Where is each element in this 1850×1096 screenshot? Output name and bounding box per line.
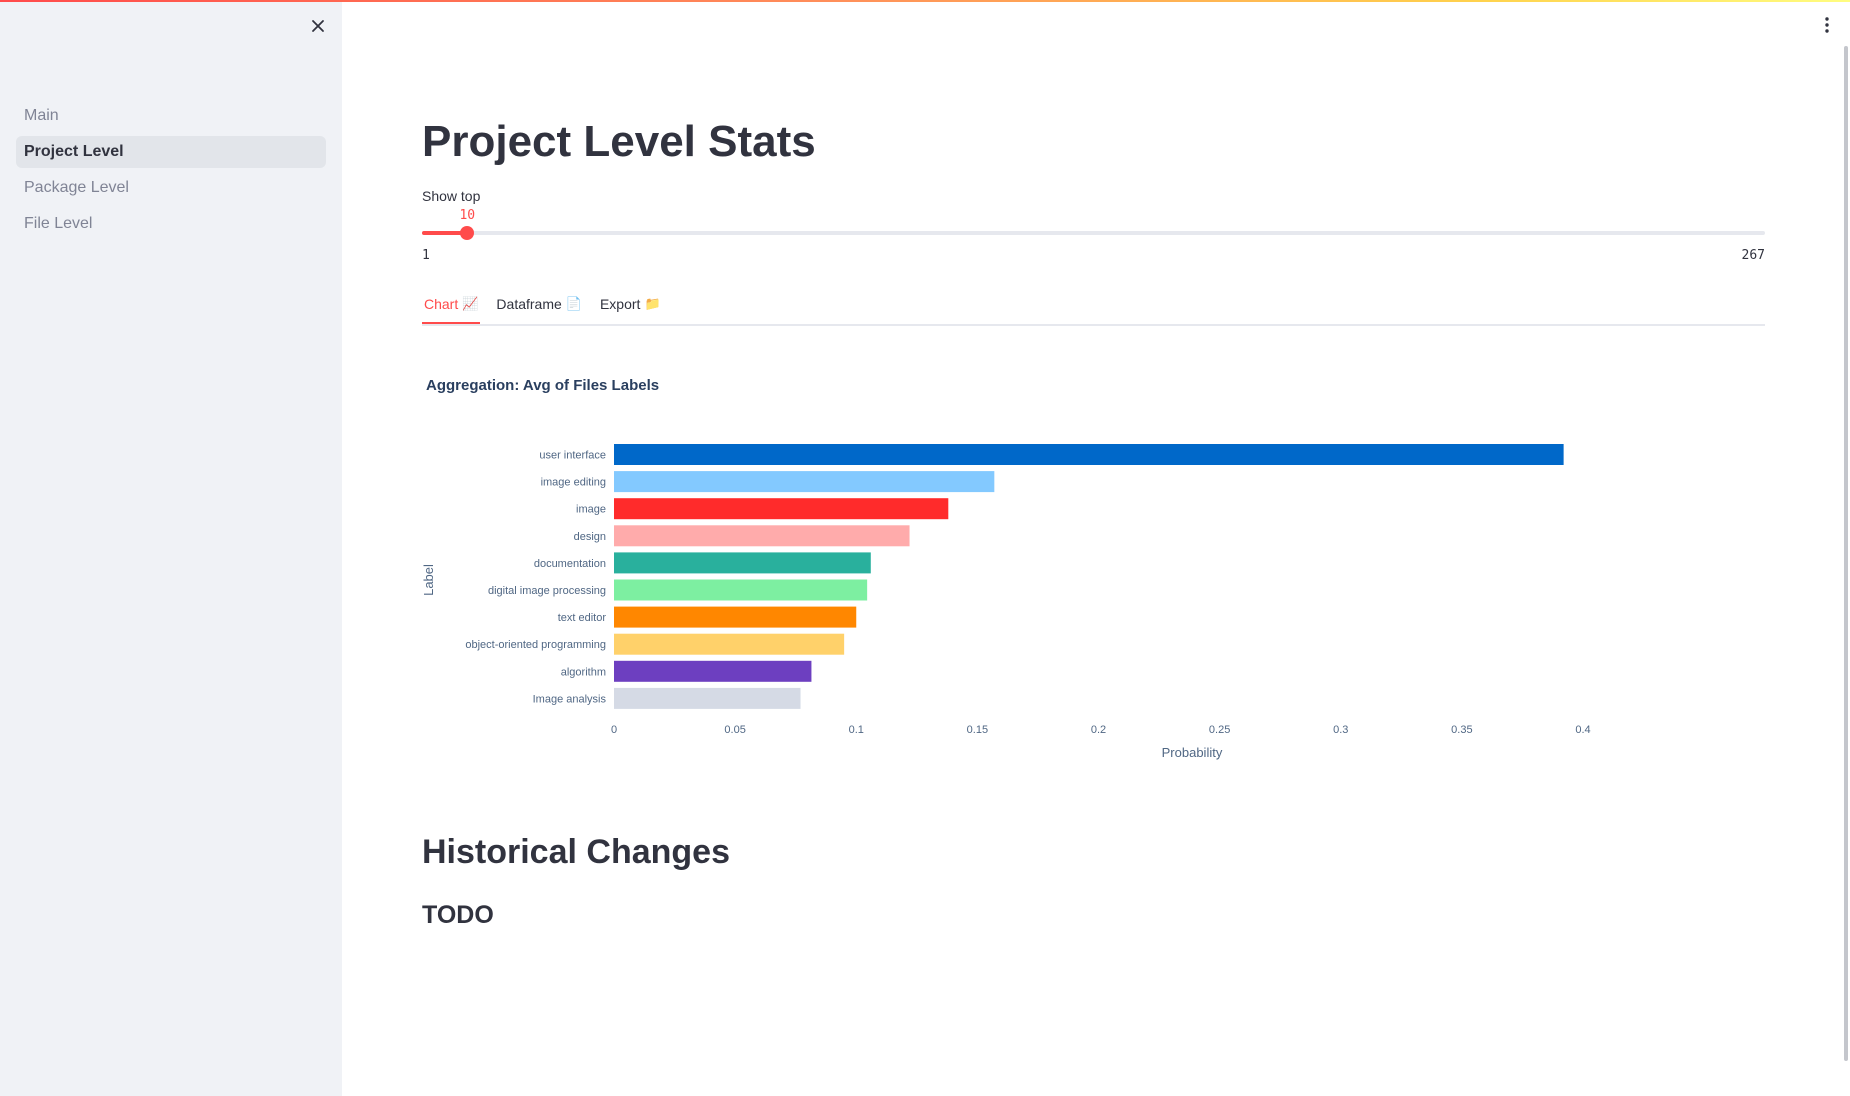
x-tick-label: 0.15 (967, 724, 988, 736)
x-tick-label: 0.25 (1209, 724, 1230, 736)
x-tick-label: 0.3 (1333, 724, 1348, 736)
document-icon: 📄 (565, 296, 582, 311)
sidebar-item-project-level[interactable]: Project Level (16, 136, 326, 168)
tab-dataframe[interactable]: Dataframe 📄 (494, 286, 584, 322)
bar-documentation[interactable] (614, 552, 871, 574)
x-axis-label: Probability (1162, 745, 1223, 760)
bar-image[interactable] (614, 498, 949, 520)
y-tick-label: Image analysis (533, 693, 607, 705)
y-tick-label: text editor (558, 612, 607, 624)
tab-label: Export (599, 296, 641, 312)
y-tick-label: algorithm (561, 666, 606, 678)
bar-text-editor[interactable] (614, 606, 857, 628)
bar-image-editing[interactable] (614, 471, 995, 493)
show-top-slider[interactable] (422, 226, 1765, 240)
x-tick-label: 0.05 (724, 724, 745, 736)
bars-group (614, 444, 1564, 709)
bar-digital-image-processing[interactable] (614, 579, 868, 601)
folder-icon: 📁 (644, 296, 661, 311)
sidebar-nav: Main Project Level Package Level File Le… (16, 100, 326, 244)
page-title: Project Level Stats (422, 117, 816, 166)
y-tick-label: object-oriented programming (465, 639, 606, 651)
kebab-menu-icon (1825, 17, 1829, 33)
x-tick-label: 0.1 (849, 724, 864, 736)
y-tick-labels: user interface image editing image design do… (465, 450, 606, 706)
bar-user-interface[interactable] (614, 444, 1564, 465)
sidebar-item-label: Main (24, 107, 59, 124)
bar-design[interactable] (614, 525, 910, 547)
tab-label: Dataframe (496, 296, 562, 312)
y-tick-label: image editing (541, 477, 606, 489)
chart-title: Aggregation: Avg of Files Labels (426, 377, 660, 394)
slider-thumb[interactable] (460, 226, 475, 240)
sidebar-item-label: File Level (24, 215, 93, 232)
page-scrollbar[interactable] (1844, 46, 1848, 1061)
sidebar-item-main[interactable]: Main (16, 100, 326, 132)
slider-value: 10 (459, 208, 476, 223)
close-sidebar-button[interactable] (304, 12, 332, 40)
x-tick-label: 0 (611, 724, 617, 736)
slider-max-label: 267 (1741, 248, 1765, 263)
historical-changes-heading: Historical Changes (422, 833, 730, 871)
sidebar-item-file-level[interactable]: File Level (16, 208, 326, 240)
x-tick-label: 0.35 (1451, 724, 1472, 736)
y-tick-label: digital image processing (488, 585, 606, 597)
y-tick-label: image (576, 504, 606, 516)
bar-chart: user interface image editing image design do… (422, 444, 1591, 760)
tab-chart[interactable]: Chart 📈 (422, 286, 481, 324)
sidebar: Main Project Level Package Level File Le… (0, 0, 342, 1096)
chart-icon: 📈 (462, 296, 479, 311)
x-tick-label: 0.2 (1091, 724, 1106, 736)
tab-label: Chart (424, 296, 459, 312)
y-tick-label: design (574, 531, 606, 543)
bar-algorithm[interactable] (614, 660, 812, 682)
close-icon (312, 20, 324, 32)
slider-fill (422, 231, 468, 235)
sidebar-item-label: Package Level (24, 179, 129, 196)
bar-object-oriented-programming[interactable] (614, 633, 845, 655)
y-axis-label: Label (422, 564, 436, 596)
y-tick-label: user interface (539, 450, 606, 462)
x-tick-label: 0.4 (1575, 724, 1590, 736)
main-content: Project Level Stats Show top 10 1 267 Ch… (422, 0, 1765, 1096)
todo-heading: TODO (422, 901, 494, 929)
y-tick-label: documentation (534, 558, 606, 570)
bar-image-analysis[interactable] (614, 687, 801, 709)
tab-bar: Chart 📈 Dataframe 📄 Export 📁 (422, 286, 1765, 326)
top-decoration-bar (0, 0, 1850, 2)
sidebar-item-label: Project Level (24, 143, 124, 160)
slider-label: Show top (422, 188, 481, 204)
main-menu-button[interactable] (1815, 12, 1839, 38)
sidebar-item-package-level[interactable]: Package Level (16, 172, 326, 204)
slider-min-label: 1 (422, 248, 430, 263)
tab-export[interactable]: Export 📁 (598, 286, 663, 322)
x-tick-labels: 0 0.05 0.1 0.15 0.2 0.25 0.3 0.35 0.4 (611, 724, 1591, 736)
